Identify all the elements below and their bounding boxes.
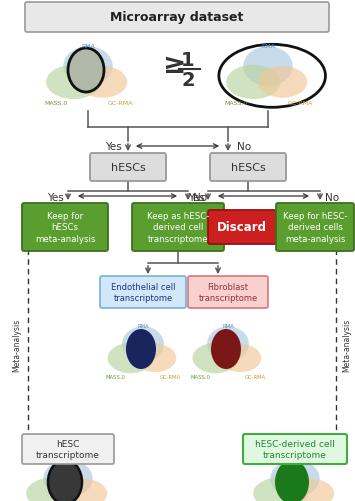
Ellipse shape xyxy=(207,327,249,362)
Text: RMA: RMA xyxy=(62,456,74,461)
Text: RMA: RMA xyxy=(81,44,95,49)
Text: 1: 1 xyxy=(181,51,195,69)
Text: GC-RMA: GC-RMA xyxy=(108,101,133,106)
Ellipse shape xyxy=(63,47,113,87)
Ellipse shape xyxy=(219,344,261,372)
FancyBboxPatch shape xyxy=(25,3,329,33)
Text: MASS.0: MASS.0 xyxy=(44,101,67,106)
Text: Meta-analysis: Meta-analysis xyxy=(12,318,22,371)
Ellipse shape xyxy=(258,67,307,99)
Ellipse shape xyxy=(43,460,93,497)
Text: GC-RMA: GC-RMA xyxy=(160,374,181,379)
Text: Meta-analysis: Meta-analysis xyxy=(343,318,351,371)
Text: MASS.0: MASS.0 xyxy=(106,374,126,379)
Text: Endothelial cell
transcriptome: Endothelial cell transcriptome xyxy=(111,283,175,303)
Ellipse shape xyxy=(285,478,334,501)
Text: Yes: Yes xyxy=(105,142,121,152)
FancyBboxPatch shape xyxy=(188,277,268,309)
Ellipse shape xyxy=(135,344,176,372)
FancyBboxPatch shape xyxy=(22,203,108,252)
FancyBboxPatch shape xyxy=(208,210,276,244)
Ellipse shape xyxy=(78,67,127,99)
Text: hESCs: hESCs xyxy=(111,163,146,173)
Text: hESC
transcriptome: hESC transcriptome xyxy=(36,439,100,459)
Ellipse shape xyxy=(275,460,309,501)
Text: ≥: ≥ xyxy=(163,51,187,79)
Text: GC-RMA: GC-RMA xyxy=(288,101,313,106)
Text: No: No xyxy=(193,192,207,202)
Ellipse shape xyxy=(68,49,104,93)
FancyBboxPatch shape xyxy=(100,277,186,309)
Text: Fibroblast
transcriptome: Fibroblast transcriptome xyxy=(198,283,258,303)
Text: Keep for
hESCs
meta-analysis: Keep for hESCs meta-analysis xyxy=(35,212,95,243)
Text: Keep for hESC-
derived cells
meta-analysis: Keep for hESC- derived cells meta-analys… xyxy=(283,212,347,243)
Ellipse shape xyxy=(126,329,156,369)
Ellipse shape xyxy=(211,329,241,369)
Ellipse shape xyxy=(26,477,81,501)
Text: No: No xyxy=(237,142,251,152)
Text: MASS.0: MASS.0 xyxy=(191,374,211,379)
Text: No: No xyxy=(325,192,339,202)
FancyBboxPatch shape xyxy=(22,434,114,464)
Ellipse shape xyxy=(270,460,320,497)
Text: Discard: Discard xyxy=(217,221,267,234)
Ellipse shape xyxy=(108,343,154,373)
Text: hESCs: hESCs xyxy=(231,163,266,173)
Text: GC-RMA: GC-RMA xyxy=(245,374,266,379)
Text: RMA: RMA xyxy=(261,44,275,49)
Text: Microarray dataset: Microarray dataset xyxy=(110,12,244,25)
Text: RMA: RMA xyxy=(137,323,149,328)
FancyBboxPatch shape xyxy=(210,154,286,182)
Ellipse shape xyxy=(226,66,281,100)
Ellipse shape xyxy=(122,327,164,362)
FancyBboxPatch shape xyxy=(90,154,166,182)
Text: MASS.0: MASS.0 xyxy=(224,101,247,106)
Ellipse shape xyxy=(192,343,239,373)
FancyBboxPatch shape xyxy=(276,203,354,252)
FancyBboxPatch shape xyxy=(243,434,347,464)
Text: hESC-derived cell
transcriptome: hESC-derived cell transcriptome xyxy=(255,439,335,459)
Text: RMA: RMA xyxy=(289,456,301,461)
Text: Yes: Yes xyxy=(188,192,204,202)
FancyBboxPatch shape xyxy=(132,203,224,252)
Ellipse shape xyxy=(48,460,82,501)
Ellipse shape xyxy=(243,47,293,87)
Text: RMA: RMA xyxy=(222,323,234,328)
Ellipse shape xyxy=(58,478,107,501)
Text: Yes: Yes xyxy=(47,192,64,202)
Text: Keep as hESC-
derived cell
transcriptome: Keep as hESC- derived cell transcriptome xyxy=(147,212,209,243)
Ellipse shape xyxy=(253,477,308,501)
Ellipse shape xyxy=(46,66,101,100)
Text: 2: 2 xyxy=(181,70,195,89)
